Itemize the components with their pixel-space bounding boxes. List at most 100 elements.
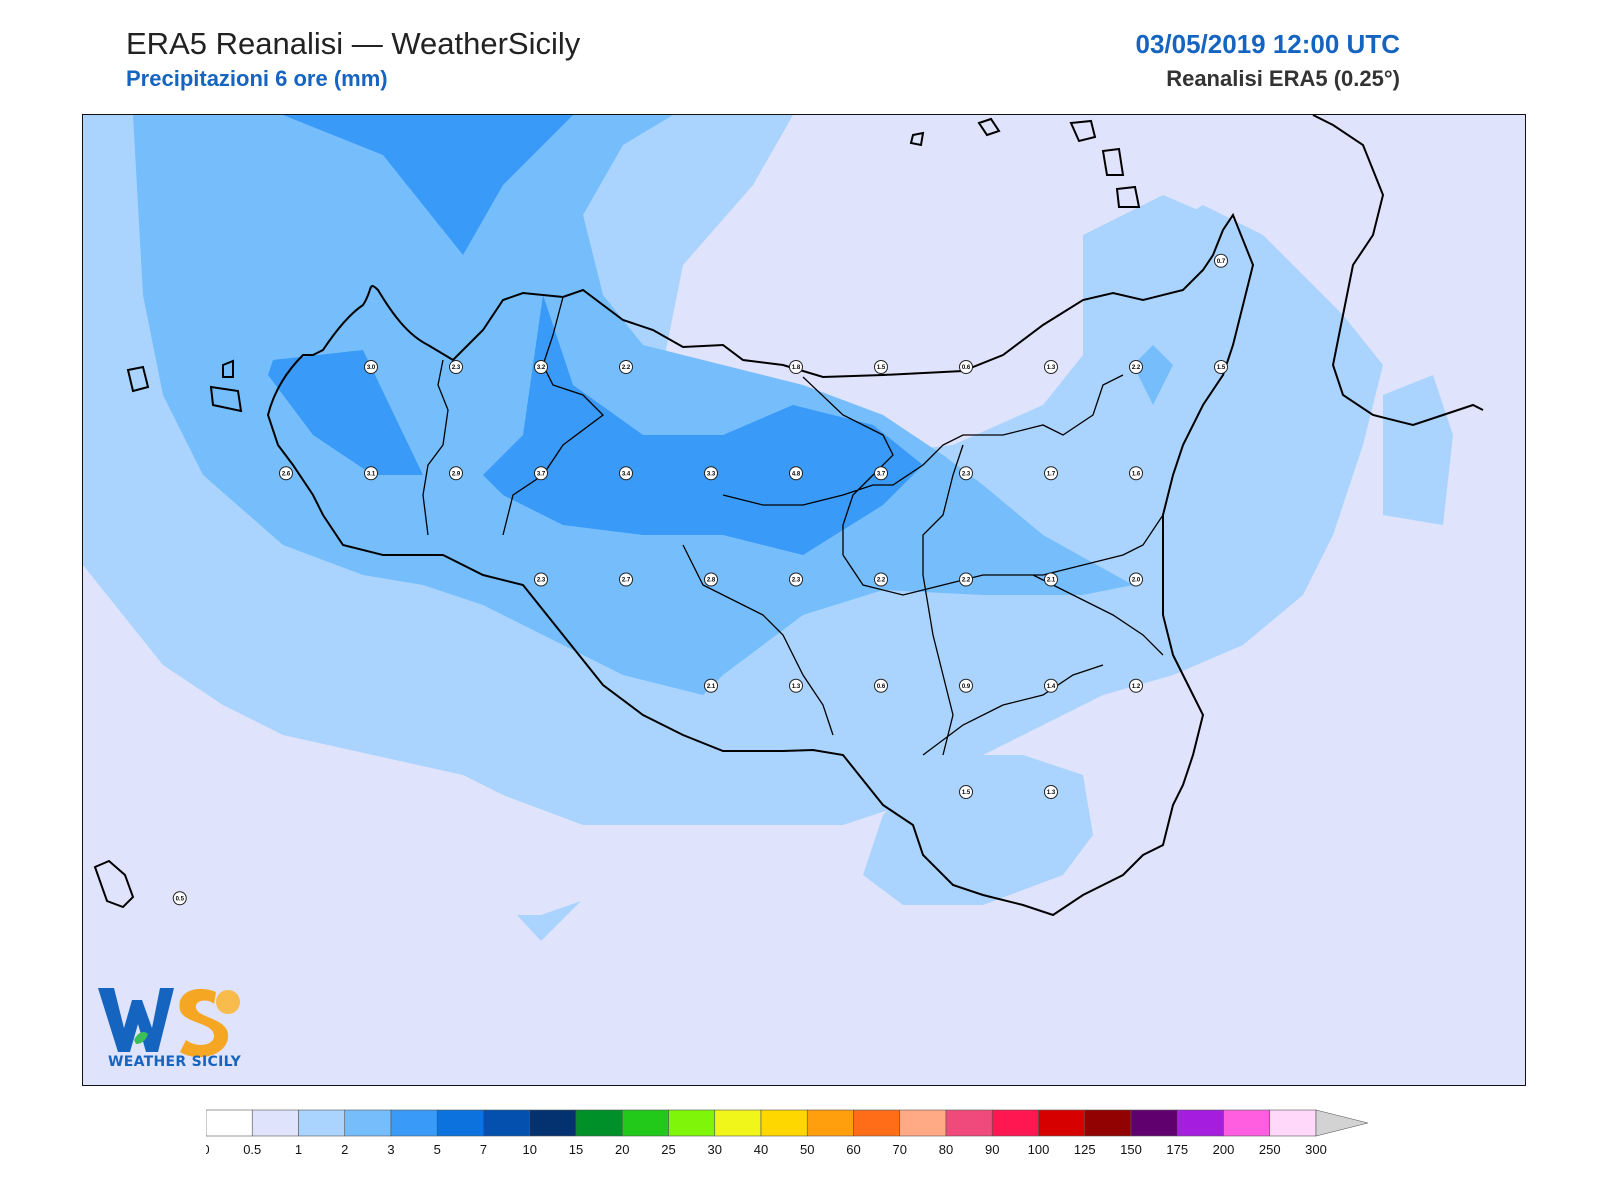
- map-subtitle: Precipitazioni 6 ore (mm): [126, 66, 388, 91]
- station-value: 2.2: [1132, 365, 1141, 371]
- station-marker: [959, 572, 973, 587]
- legend-swatch: [853, 1109, 901, 1137]
- station-marker: [704, 572, 718, 587]
- station-marker: [789, 678, 803, 693]
- station-marker: [534, 466, 548, 481]
- station-value: 2.8: [707, 578, 716, 584]
- station-marker: [619, 360, 633, 374]
- station-marker: [1214, 360, 1228, 374]
- station-marker: [534, 572, 548, 587]
- legend-tick-label: 30: [708, 1142, 722, 1157]
- legend-tick-label: 80: [939, 1142, 953, 1157]
- station-value: 2.9: [452, 471, 461, 477]
- province-borders: [422, 296, 1164, 756]
- station-value: 3.7: [537, 471, 546, 477]
- legend-swatch: [1269, 1109, 1317, 1137]
- station-marker: [364, 466, 378, 481]
- legend-tick-label: 175: [1166, 1142, 1188, 1157]
- station-value: 2.1: [1047, 578, 1056, 584]
- legend-swatch: [483, 1109, 531, 1137]
- legend-tick-label: 40: [754, 1142, 768, 1157]
- station-marker: [874, 678, 888, 693]
- legend-tick-label: 15: [569, 1142, 583, 1157]
- station-marker: [874, 466, 888, 481]
- station-value: 1.6: [1132, 471, 1141, 477]
- contour-2mm: [133, 115, 1133, 695]
- legend-tick-label: 0.5: [243, 1142, 261, 1157]
- legend-swatch: [1223, 1109, 1271, 1137]
- station-marker: [279, 466, 293, 481]
- legend-swatch: [991, 1109, 1039, 1137]
- legend-tick-label: 20: [615, 1142, 629, 1157]
- legend-tick-label: 1: [295, 1142, 302, 1157]
- contour-1mm-east: [1383, 375, 1453, 525]
- egadi-islands: [126, 359, 243, 413]
- legend-tick-label: 5: [434, 1142, 441, 1157]
- contour-3mm-west: [268, 350, 423, 475]
- station-marker: [1044, 360, 1058, 374]
- station-value: 2.3: [452, 365, 461, 371]
- legend-tick-label: 200: [1213, 1142, 1235, 1157]
- station-value: 1.5: [877, 365, 886, 371]
- pantelleria-island: [93, 859, 135, 909]
- station-value: 3.2: [537, 365, 546, 371]
- legend-swatch: [206, 1109, 253, 1137]
- station-value: 2.0: [1132, 578, 1141, 584]
- legend-swatch: [298, 1109, 346, 1137]
- contour-1mm-spot: [517, 901, 581, 941]
- station-marker: [449, 466, 463, 481]
- station-marker: [1129, 360, 1143, 374]
- station-marker: [1044, 678, 1058, 693]
- station-value: 2.3: [537, 578, 546, 584]
- station-value: 2.2: [877, 578, 886, 584]
- legend-swatch: [1084, 1109, 1132, 1137]
- legend-tick-label: 70: [893, 1142, 907, 1157]
- legend-tick-label: 150: [1120, 1142, 1142, 1157]
- station-value: 3.3: [707, 471, 716, 477]
- station-marker: [704, 466, 718, 481]
- model-label: Reanalisi ERA5 (0.25°): [1166, 66, 1400, 91]
- station-value: 2.6: [282, 471, 291, 477]
- station-value: 2.3: [792, 578, 801, 584]
- station-marker: [1214, 253, 1228, 268]
- map-panel[interactable]: 3.0 2.3 3.2 2.2 1.8 1.5 0.6 1.3 2.2 1.5 0.7 2.6 3.1 2…: [82, 114, 1526, 1086]
- legend-swatch: [899, 1109, 947, 1137]
- weather-sicily-logo: WEATHER SICILY: [96, 982, 256, 1072]
- logo-text: WEATHER SICILY: [108, 1054, 242, 1070]
- legend-tick-label: 60: [846, 1142, 860, 1157]
- legend-tick-label: 10: [523, 1142, 537, 1157]
- station-value: 0.6: [962, 365, 971, 371]
- station-value: 1.4: [1047, 684, 1056, 690]
- station-value: 1.3: [1047, 365, 1056, 371]
- station-value: 1.3: [792, 684, 801, 690]
- legend-swatch: [1176, 1109, 1224, 1137]
- station-marker: [959, 360, 973, 374]
- legend-tick-label: 250: [1259, 1142, 1281, 1157]
- precipitation-map: 3.0 2.3 3.2 2.2 1.8 1.5 0.6 1.3 2.2 1.5 0.7 2.6 3.1 2…: [83, 115, 1484, 941]
- station-marker: [1044, 785, 1058, 799]
- legend-swatch: [251, 1109, 299, 1137]
- legend-tick-label: 2: [341, 1142, 348, 1157]
- legend-swatch: [714, 1109, 762, 1137]
- legend-swatch: [621, 1109, 669, 1137]
- legend-tick-label: 90: [985, 1142, 999, 1157]
- legend-swatch: [436, 1109, 484, 1137]
- station-value: 1.8: [792, 365, 801, 371]
- station-value: 1.5: [962, 790, 971, 796]
- station-marker: [1129, 678, 1143, 693]
- calabria-coastline: [1312, 115, 1484, 427]
- aeolian-islands: [909, 117, 1141, 208]
- station-value: 2.2: [962, 578, 971, 584]
- legend-tick-label: 125: [1074, 1142, 1096, 1157]
- station-value: 0.9: [962, 684, 971, 690]
- legend-swatch: [1038, 1109, 1086, 1137]
- legend-tick-label: 50: [800, 1142, 814, 1157]
- station-marker: [619, 466, 633, 481]
- station-marker: [874, 572, 888, 587]
- legend-swatch: [760, 1109, 808, 1137]
- station-value: 4.8: [792, 471, 801, 477]
- legend-tick-label: 3: [387, 1142, 394, 1157]
- legend-swatch: [575, 1109, 623, 1137]
- station-marker: [1044, 466, 1058, 481]
- station-value: 3.7: [877, 471, 886, 477]
